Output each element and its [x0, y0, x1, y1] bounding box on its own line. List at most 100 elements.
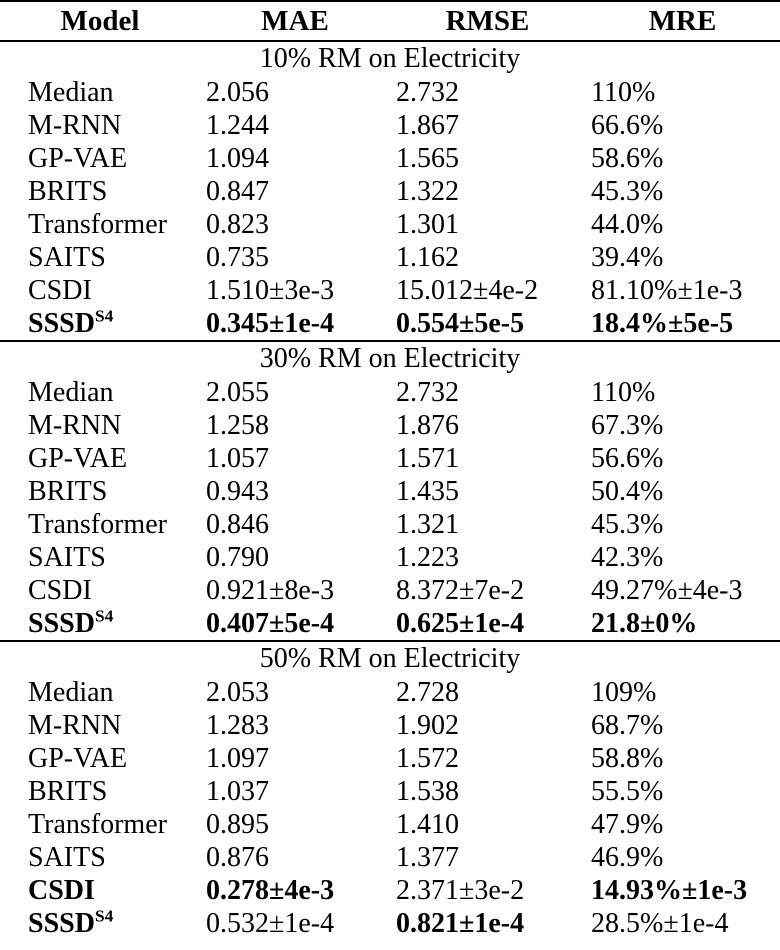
mae-cell: 0.895	[206, 809, 269, 840]
model-name: SAITS	[28, 242, 106, 273]
rmse-cell: 0.821±1e-4	[396, 908, 525, 939]
rmse-cell: 1.876	[396, 410, 459, 441]
model-cell: SAITS	[0, 241, 200, 274]
rmse-cell: 1.902	[396, 710, 459, 741]
model-cell: M-RNN	[0, 409, 200, 442]
model-cell: M-RNN	[0, 109, 200, 142]
mae-cell: 0.823	[206, 209, 269, 240]
table-row: BRITS 0.847 1.322 45.3%	[0, 175, 780, 208]
rmse-cell: 1.377	[396, 842, 459, 873]
model-cell: BRITS	[0, 475, 200, 508]
mre-cell: 46.9%	[591, 842, 664, 873]
model-cell: Median	[0, 676, 200, 709]
model-superscript: S4	[94, 307, 114, 326]
mre-cell: 14.93%±1e-3	[591, 875, 748, 906]
model-name: SSSD	[28, 608, 95, 639]
column-header-mae: MAE	[200, 1, 390, 42]
model-name: CSDI	[28, 875, 95, 906]
section-title: 10% RM on Electricity	[259, 43, 521, 74]
model-name: GP-VAE	[28, 143, 128, 174]
model-name: Median	[28, 377, 114, 408]
table-row: SSSDS4 0.345±1e-4 0.554±5e-5 18.4%±5e-5	[0, 307, 780, 341]
column-header-mre: MRE	[585, 1, 780, 42]
model-cell: SAITS	[0, 541, 200, 574]
model-name: BRITS	[28, 776, 108, 807]
mae-cell: 0.847	[206, 176, 269, 207]
model-cell: Transformer	[0, 808, 200, 841]
mae-cell: 1.037	[206, 776, 269, 807]
table-header: Model MAE RMSE MRE	[0, 1, 780, 42]
table-row: CSDI 0.921±8e-3 8.372±7e-2 49.27%±4e-3	[0, 574, 780, 607]
mre-cell: 28.5%±1e-4	[591, 908, 729, 939]
rmse-cell: 2.371±3e-2	[396, 875, 525, 906]
table-row: GP-VAE 1.057 1.571 56.6%	[0, 442, 780, 475]
model-name: CSDI	[28, 575, 92, 606]
column-header-rmse: RMSE	[390, 1, 585, 42]
model-cell: GP-VAE	[0, 742, 200, 775]
section-header-row: 50% RM on Electricity	[0, 640, 780, 676]
mae-cell: 1.094	[206, 143, 269, 174]
model-cell: BRITS	[0, 775, 200, 808]
mre-cell: 18.4%±5e-5	[591, 308, 734, 339]
mre-cell: 67.3%	[591, 410, 664, 441]
model-cell: SSSDS4	[0, 607, 200, 641]
mae-cell: 1.258	[206, 410, 269, 441]
model-superscript: S4	[94, 607, 114, 626]
results-table-body: 10% RM on Electricity Median 2.056 2.732 110…	[0, 41, 780, 940]
mae-cell: 1.283	[206, 710, 269, 741]
mae-cell: 2.056	[206, 77, 269, 108]
rmse-cell: 2.732	[396, 77, 459, 108]
rmse-cell: 1.572	[396, 743, 459, 774]
model-cell: CSDI	[0, 574, 200, 607]
mre-cell: 109%	[591, 677, 657, 708]
rmse-cell: 1.410	[396, 809, 459, 840]
model-name: GP-VAE	[28, 443, 128, 474]
table-row: CSDI 0.278±4e-3 2.371±3e-2 14.93%±1e-3	[0, 874, 780, 907]
mre-cell: 56.6%	[591, 443, 664, 474]
table-row: Median 2.053 2.728 109%	[0, 676, 780, 709]
rmse-cell: 15.012±4e-2	[396, 275, 539, 306]
model-cell: Median	[0, 76, 200, 109]
table-row: SAITS 0.790 1.223 42.3%	[0, 541, 780, 574]
rmse-cell: 1.322	[396, 176, 459, 207]
mre-cell: 44.0%	[591, 209, 664, 240]
section-header-row: 10% RM on Electricity	[0, 41, 780, 76]
section-title: 50% RM on Electricity	[0, 640, 780, 676]
mae-cell: 2.053	[206, 677, 269, 708]
mre-cell: 49.27%±4e-3	[591, 575, 743, 606]
model-name: M-RNN	[28, 710, 122, 741]
rmse-cell: 2.728	[396, 677, 459, 708]
rmse-cell: 1.223	[396, 542, 459, 573]
table-row: M-RNN 1.258 1.876 67.3%	[0, 409, 780, 442]
rmse-cell: 8.372±7e-2	[396, 575, 525, 606]
mre-cell: 47.9%	[591, 809, 664, 840]
model-cell: M-RNN	[0, 709, 200, 742]
rmse-cell: 0.554±5e-5	[396, 308, 525, 339]
mae-cell: 2.055	[206, 377, 269, 408]
mre-cell: 68.7%	[591, 710, 664, 741]
column-header-model: Model	[0, 1, 200, 42]
rmse-cell: 1.867	[396, 110, 459, 141]
rmse-cell: 1.301	[396, 209, 459, 240]
mre-cell: 110%	[591, 377, 656, 408]
mre-cell: 81.10%±1e-3	[591, 275, 743, 306]
table-row: Median 2.056 2.732 110%	[0, 76, 780, 109]
mae-cell: 0.532±1e-4	[206, 908, 335, 939]
mae-cell: 0.876	[206, 842, 269, 873]
mre-cell: 39.4%	[591, 242, 664, 273]
model-cell: Median	[0, 376, 200, 409]
model-name: M-RNN	[28, 110, 122, 141]
model-name: Median	[28, 677, 114, 708]
model-cell: GP-VAE	[0, 442, 200, 475]
mae-cell: 0.735	[206, 242, 269, 273]
model-name: BRITS	[28, 476, 108, 507]
mae-cell: 0.345±1e-4	[206, 308, 335, 339]
mre-cell: 110%	[591, 77, 656, 108]
model-cell: CSDI	[0, 874, 200, 907]
model-cell: CSDI	[0, 274, 200, 307]
table-row: Transformer 0.823 1.301 44.0%	[0, 208, 780, 241]
model-name: GP-VAE	[28, 743, 128, 774]
table-row: CSDI 1.510±3e-3 15.012±4e-2 81.10%±1e-3	[0, 274, 780, 307]
table-row: Median 2.055 2.732 110%	[0, 376, 780, 409]
rmse-cell: 1.435	[396, 476, 459, 507]
